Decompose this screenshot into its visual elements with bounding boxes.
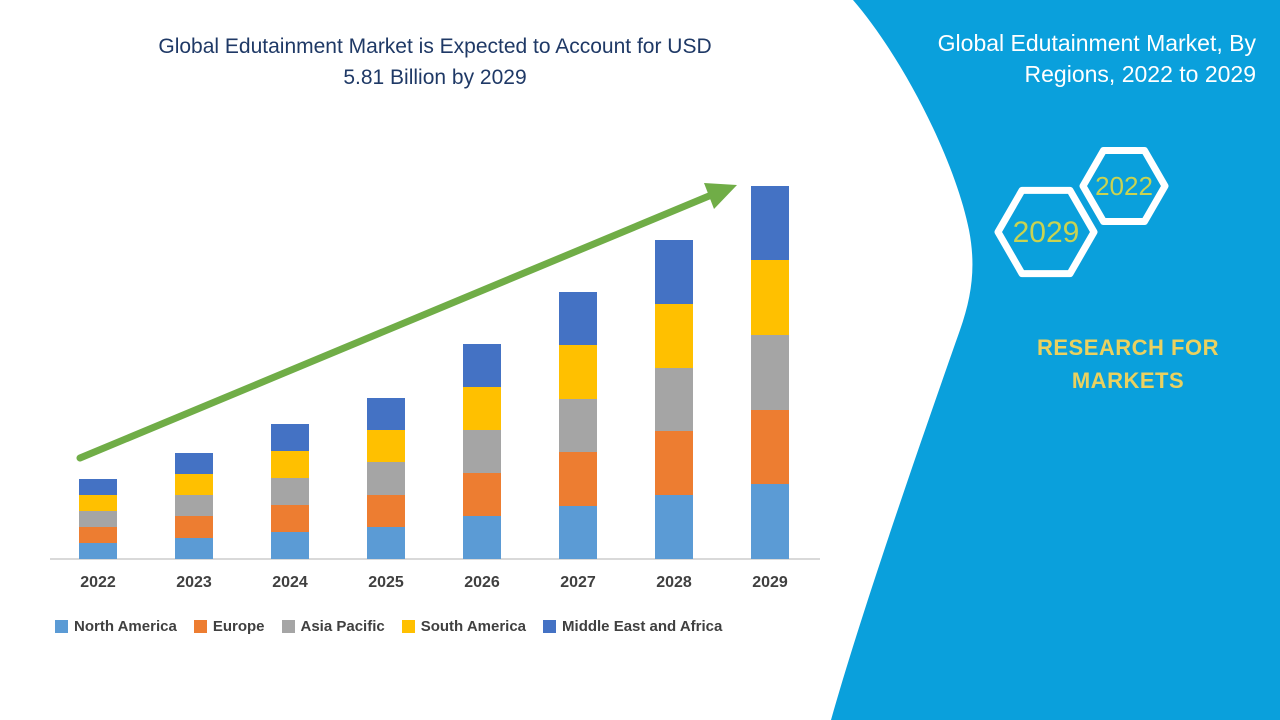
segment-asia-pacific-2029 <box>751 334 789 410</box>
legend-label-europe: Europe <box>212 618 265 635</box>
segment-south-america-2026 <box>463 386 501 430</box>
x-axis-label-2026: 2026 <box>464 574 500 591</box>
segment-asia-pacific-2027 <box>559 398 597 452</box>
segment-europe-2024 <box>271 505 309 532</box>
chart-legend: North America Europe Asia Pacific South Ame… <box>55 618 722 635</box>
hexagon-badges: 2022 2029 <box>994 147 1169 278</box>
legend-label-north-america: North America <box>74 618 177 635</box>
x-axis-label-2028: 2028 <box>656 574 692 591</box>
segment-north-america-2025 <box>367 526 405 559</box>
segment-north-america-2022 <box>79 542 117 559</box>
x-axis-label-2027: 2027 <box>560 574 596 591</box>
segment-europe-2028 <box>655 431 693 496</box>
segment-south-america-2029 <box>751 260 789 335</box>
segment-middle-east-and-africa-2025 <box>367 398 405 431</box>
segment-south-america-2028 <box>655 303 693 368</box>
bar-2026 <box>463 343 501 559</box>
segment-europe-2026 <box>463 472 501 516</box>
legend-marker-middle-east-and-africa <box>543 620 557 633</box>
segment-europe-2029 <box>751 409 789 485</box>
legend-item-north-america: North America <box>55 618 177 635</box>
segment-north-america-2028 <box>655 495 693 559</box>
segment-middle-east-and-africa-2028 <box>655 240 693 304</box>
legend-label-middle-east-and-africa: Middle East and Africa <box>562 618 723 635</box>
bar-2022 <box>79 478 117 559</box>
legend-item-middle-east-and-africa: Middle East and Africa <box>543 618 722 635</box>
brand-line-1: RESEARCH FOR <box>1036 335 1219 360</box>
segment-asia-pacific-2026 <box>463 429 501 473</box>
segment-north-america-2024 <box>271 532 309 559</box>
segment-south-america-2024 <box>271 451 309 478</box>
side-panel-title-line-1: Global Edutainment Market, By <box>937 30 1256 56</box>
x-axis-line <box>50 558 820 560</box>
segment-europe-2022 <box>79 526 117 543</box>
segment-asia-pacific-2024 <box>271 478 309 505</box>
segment-middle-east-and-africa-2022 <box>79 478 117 495</box>
x-axis-label-2029: 2029 <box>752 574 788 591</box>
side-panel-title-line-2: Regions, 2022 to 2029 <box>1024 61 1256 87</box>
segment-europe-2025 <box>367 494 405 527</box>
segment-north-america-2026 <box>463 515 501 559</box>
x-axis-label-2024: 2024 <box>272 574 308 591</box>
chart-title: Global Edutainment Market is Expected to… <box>60 31 810 93</box>
segment-asia-pacific-2028 <box>655 367 693 432</box>
brand-line-2: MARKETS <box>1071 368 1185 393</box>
bar-2027 <box>559 291 597 559</box>
bar-2023 <box>175 452 213 559</box>
legend-marker-north-america <box>55 620 68 633</box>
legend-item-asia-pacific: Asia Pacific <box>281 618 385 635</box>
hexagon-2029 <box>994 186 1098 278</box>
legend-label-asia-pacific: Asia Pacific <box>300 618 385 635</box>
segment-north-america-2027 <box>559 505 597 559</box>
segment-north-america-2023 <box>175 537 213 559</box>
legend-marker-asia-pacific <box>281 620 295 633</box>
bar-2025 <box>367 398 405 559</box>
segment-asia-pacific-2025 <box>367 462 405 495</box>
segment-north-america-2029 <box>751 484 789 559</box>
segment-middle-east-and-africa-2024 <box>271 424 309 451</box>
chart-title-line-2: 5.81 Billion by 2029 <box>343 66 527 89</box>
segment-middle-east-and-africa-2023 <box>175 452 213 474</box>
segment-europe-2023 <box>175 516 213 538</box>
bar-2029 <box>751 185 789 559</box>
segment-south-america-2025 <box>367 430 405 463</box>
segment-asia-pacific-2022 <box>79 510 117 527</box>
badge-2029-label: 2029 <box>1013 216 1080 249</box>
segment-europe-2027 <box>559 452 597 506</box>
badge-2022-label: 2022 <box>1095 171 1153 201</box>
legend-item-south-america: South America <box>401 618 527 635</box>
brand-name: RESEARCH FOR MARKETS <box>1018 331 1238 397</box>
bar-2028 <box>655 240 693 559</box>
legend-marker-europe <box>193 620 207 633</box>
hexagon-2022 <box>1079 147 1169 225</box>
x-axis-label-2023: 2023 <box>176 574 212 591</box>
legend-label-south-america: South America <box>420 618 527 635</box>
segment-south-america-2022 <box>79 494 117 511</box>
legend-marker-south-america <box>401 620 415 633</box>
legend-item-europe: Europe <box>193 618 265 635</box>
segment-middle-east-and-africa-2027 <box>559 291 597 345</box>
x-axis-label-2022: 2022 <box>80 574 116 591</box>
segment-middle-east-and-africa-2029 <box>751 185 789 261</box>
bar-2024 <box>271 424 309 559</box>
chart-title-line-1: Global Edutainment Market is Expected to… <box>158 35 712 58</box>
x-axis-label-2025: 2025 <box>368 574 404 591</box>
segment-south-america-2027 <box>559 345 597 399</box>
segment-middle-east-and-africa-2026 <box>463 343 501 387</box>
segment-asia-pacific-2023 <box>175 495 213 517</box>
side-panel-title: Global Edutainment Market, By Regions, 2… <box>886 28 1256 90</box>
segment-south-america-2023 <box>175 473 213 496</box>
